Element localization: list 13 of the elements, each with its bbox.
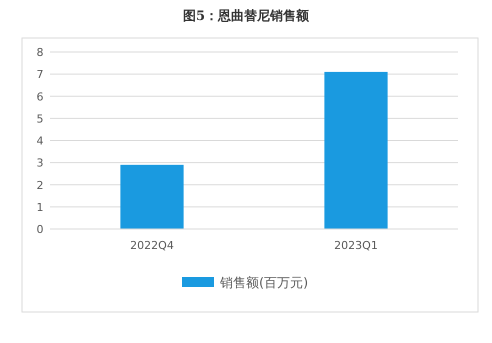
y-tick-label: 6 <box>36 90 44 104</box>
y-tick-label: 0 <box>36 223 44 236</box>
y-tick-label: 5 <box>36 112 44 126</box>
y-tick-label: 3 <box>36 156 44 170</box>
y-tick-label: 4 <box>36 134 44 148</box>
y-tick-label: 8 <box>36 46 44 59</box>
x-tick-label: 2023Q1 <box>334 239 378 252</box>
x-tick-label: 2022Q4 <box>130 239 174 252</box>
y-tick-label: 7 <box>36 68 44 82</box>
legend-label: 销售额(百万元) <box>219 276 308 291</box>
chart-title: 图5：恩曲替尼销售额 <box>182 8 310 24</box>
y-tick-label: 2 <box>36 178 44 192</box>
y-tick-label: 1 <box>36 200 44 214</box>
